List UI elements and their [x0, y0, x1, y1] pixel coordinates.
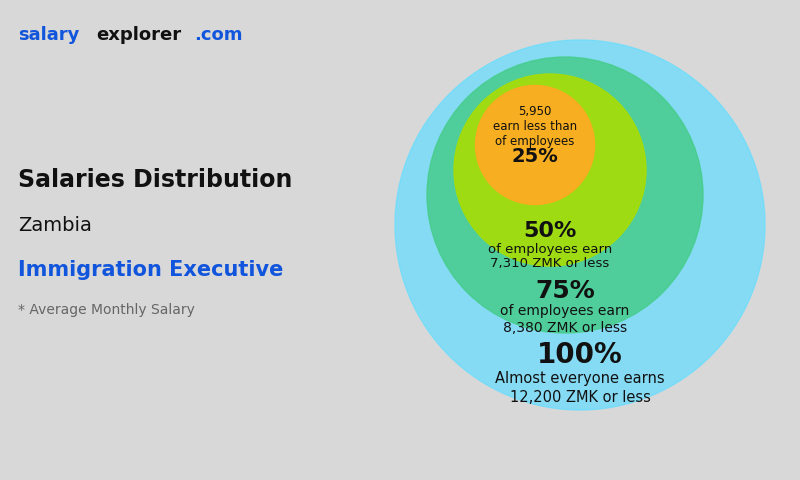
Text: 75%: 75%	[535, 279, 595, 303]
Text: 7,310 ZMK or less: 7,310 ZMK or less	[490, 257, 610, 271]
Text: .com: .com	[194, 26, 242, 44]
Text: of employees: of employees	[495, 134, 574, 147]
Text: 25%: 25%	[512, 147, 558, 167]
Text: 8,380 ZMK or less: 8,380 ZMK or less	[503, 321, 627, 335]
Text: salary: salary	[18, 26, 79, 44]
Text: * Average Monthly Salary: * Average Monthly Salary	[18, 303, 195, 317]
Text: of employees earn: of employees earn	[488, 242, 612, 255]
Text: 12,200 ZMK or less: 12,200 ZMK or less	[510, 389, 650, 405]
Text: explorer: explorer	[96, 26, 181, 44]
Text: 100%: 100%	[537, 341, 623, 369]
Text: Immigration Executive: Immigration Executive	[18, 260, 283, 280]
Text: 50%: 50%	[523, 221, 577, 241]
Text: earn less than: earn less than	[493, 120, 577, 132]
Circle shape	[427, 57, 703, 333]
Text: of employees earn: of employees earn	[500, 304, 630, 318]
Circle shape	[454, 74, 646, 266]
Text: Almost everyone earns: Almost everyone earns	[495, 371, 665, 385]
Text: Salaries Distribution: Salaries Distribution	[18, 168, 292, 192]
Circle shape	[475, 85, 594, 204]
Text: 5,950: 5,950	[518, 105, 552, 118]
Text: Zambia: Zambia	[18, 216, 92, 235]
Circle shape	[395, 40, 765, 410]
